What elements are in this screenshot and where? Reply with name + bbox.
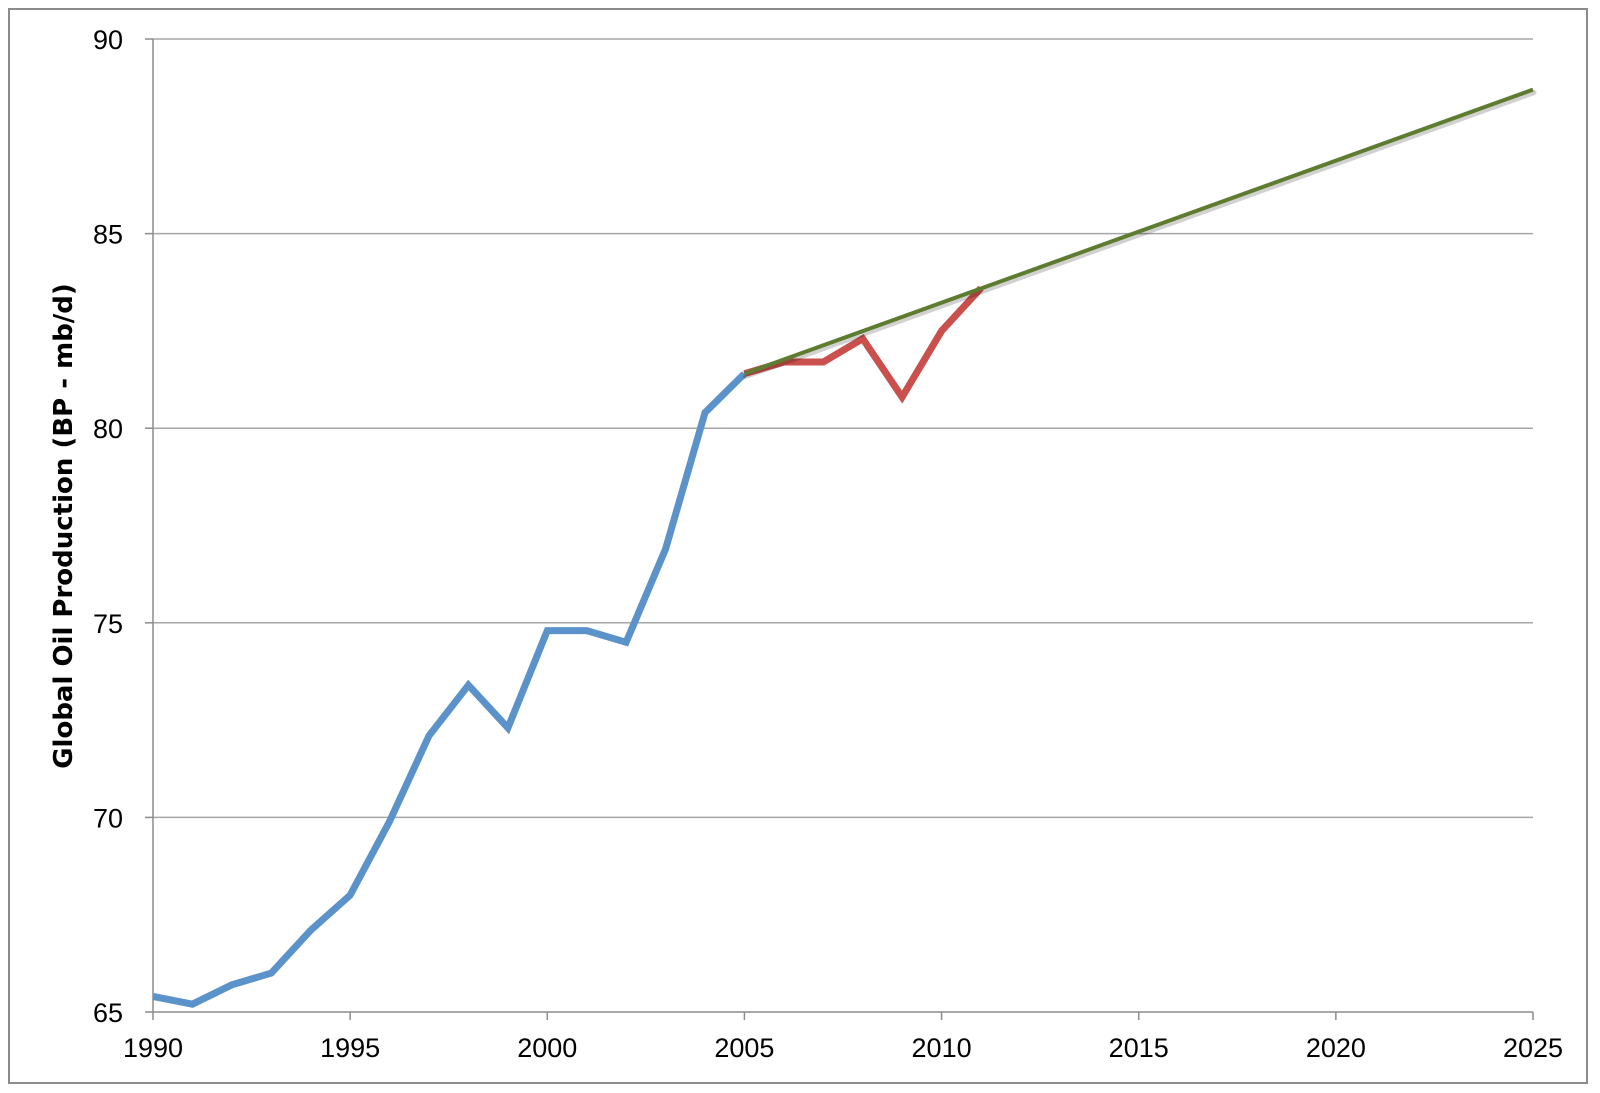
x-tick-label-2005: 2005 [714, 1033, 774, 1063]
x-tick-label-2010: 2010 [912, 1033, 972, 1063]
y-tick-labels: 65 70 75 80 85 90 [93, 25, 123, 1028]
x-tick-label-1995: 1995 [320, 1033, 380, 1063]
y-tick-label-65: 65 [93, 998, 123, 1028]
x-tick-label-1990: 1990 [123, 1033, 183, 1063]
y-tick-label-90: 90 [93, 25, 123, 55]
y-tick-label-80: 80 [93, 414, 123, 444]
series-2-shadow [742, 90, 1537, 380]
gridlines [153, 38, 1533, 819]
x-tick-labels: 1990 1995 2000 2005 2010 2015 2020 2025 [123, 1033, 1563, 1063]
x-tick-label-2015: 2015 [1109, 1033, 1169, 1063]
y-tick-label-75: 75 [93, 609, 123, 639]
series-line-0 [152, 371, 747, 1008]
y-tick-label-85: 85 [93, 220, 123, 250]
series-line-2 [743, 87, 1534, 376]
x-tick-label-2020: 2020 [1306, 1033, 1366, 1063]
x-tick-label-2000: 2000 [517, 1033, 577, 1063]
series-line-1 [743, 285, 984, 404]
chart-frame [8, 8, 1588, 1084]
y-tick-label-70: 70 [93, 803, 123, 833]
axes [145, 38, 1534, 1020]
x-tick-label-2025: 2025 [1503, 1033, 1563, 1063]
y-axis-title: Global Oil Production (BP - mb/d) [49, 283, 79, 769]
series-lines [152, 87, 1537, 1008]
